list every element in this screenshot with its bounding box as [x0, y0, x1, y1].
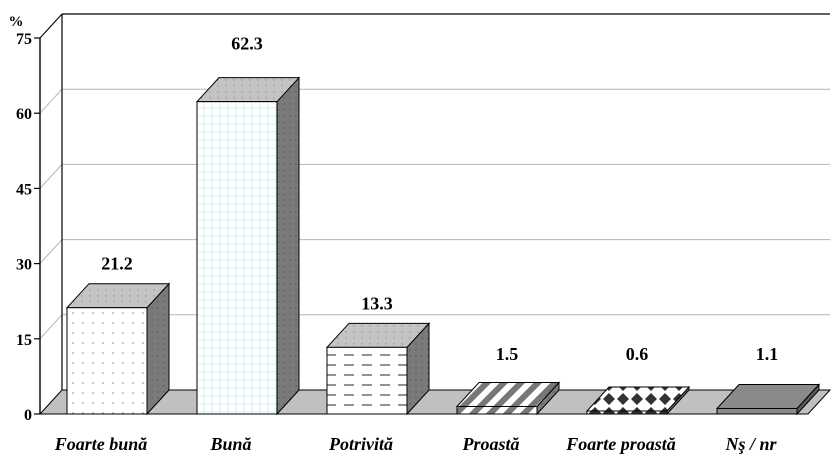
x-tick-label: Potrivită	[328, 434, 393, 454]
x-tick-label: Proastă	[461, 434, 519, 454]
y-tick-label: 15	[16, 332, 32, 349]
bar	[325, 322, 431, 416]
bar-side	[276, 76, 300, 416]
bar-front	[196, 101, 278, 415]
y-tick-label: 30	[16, 257, 32, 274]
data-label: 21.2	[101, 254, 133, 274]
y-axis: 0 15 30 45 60 75%	[9, 14, 41, 424]
bar	[195, 76, 301, 416]
bar-front	[456, 405, 538, 415]
bar-front	[716, 407, 798, 415]
data-label: 13.3	[361, 293, 393, 313]
y-tick-label: 75	[16, 31, 32, 48]
bar-front	[66, 307, 148, 415]
x-tick-label: Foarte proastă	[565, 434, 676, 454]
gridline-side	[39, 314, 63, 340]
data-label: 0.6	[626, 344, 649, 364]
labels: 21.2 Foarte bună 62.3 Bună 13.3 Potrivită 1.5 P…	[54, 34, 779, 454]
data-label: 1.5	[496, 344, 519, 364]
x-tick-label: Foarte bună	[54, 434, 148, 454]
bar	[585, 385, 691, 416]
bars	[65, 76, 821, 416]
chart-walls	[39, 13, 830, 390]
y-unit-label: %	[9, 14, 24, 30]
y-tick-label: 0	[24, 407, 32, 424]
data-label: 62.3	[231, 34, 263, 54]
data-label: 1.1	[756, 344, 779, 364]
bar-front	[326, 346, 408, 415]
gridline-side	[39, 239, 63, 264]
bar	[455, 381, 561, 416]
bar	[715, 383, 821, 416]
y-tick-label: 45	[16, 181, 32, 198]
x-tick-label: Nş / nr	[724, 434, 777, 454]
y-tick-label: 60	[16, 106, 32, 123]
gridline-side	[39, 164, 63, 189]
gridline-side	[39, 88, 63, 114]
side-wall-top	[39, 13, 63, 39]
x-tick-label: Bună	[209, 434, 251, 454]
bar	[65, 282, 171, 416]
bar-front	[586, 410, 668, 415]
